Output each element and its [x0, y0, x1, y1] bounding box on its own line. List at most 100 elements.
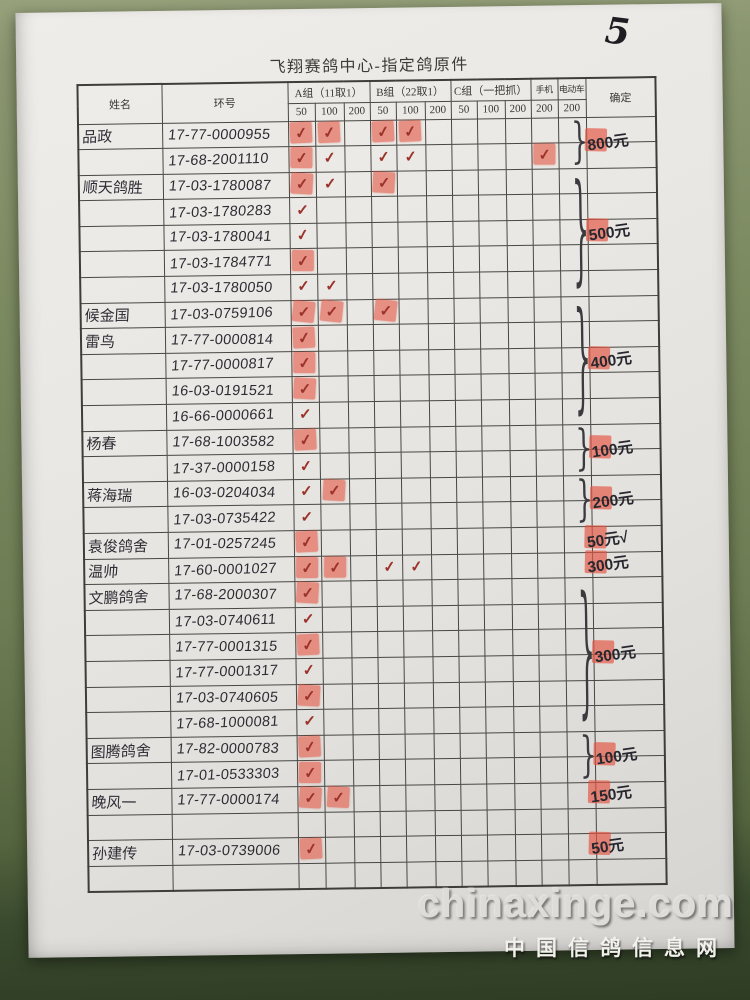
check-cell-b100: ✓ [395, 119, 426, 146]
check-cell-a100 [324, 811, 354, 838]
check-cell-b200 [434, 784, 461, 811]
check-cell-phone: ✓ [531, 143, 559, 169]
name-cell: 温帅 [84, 557, 169, 585]
check-cell-a100 [322, 632, 352, 659]
check-cell-a50: ✓ [295, 658, 323, 685]
check-cell-a50: ✓ [294, 581, 322, 608]
check-cell-c100 [480, 348, 509, 375]
check-cell-a200 [353, 810, 380, 837]
red-stamp-check-icon: ✓ [296, 252, 311, 271]
name-cell [79, 199, 164, 227]
form-paper: 5 飞翔赛鸽中心-指定鸽原件 姓名 环号 A组（11取1） B组（22取1） C… [15, 3, 735, 958]
check-cell-c50 [457, 553, 484, 580]
name-cell: 候金国 [80, 302, 165, 329]
check-cell-b200 [426, 246, 454, 273]
red-stamp-check-icon: ✓ [300, 559, 315, 578]
check-cell-b200 [429, 477, 457, 504]
check-cell-a200 [346, 324, 374, 351]
check-cell-a50: ✓ [291, 376, 319, 403]
check-cell-phone [540, 833, 569, 860]
check-cell-phone [534, 373, 562, 400]
check-cell-phone [539, 731, 567, 758]
ring-number-cell: 17-77-0000174 [171, 786, 298, 814]
red-stamp-check-icon: ✓ [294, 149, 310, 168]
check-cell-a200 [347, 401, 375, 428]
check-cell-a100 [316, 222, 346, 249]
check-cell-b50 [379, 785, 406, 811]
confirm-cell [595, 832, 667, 860]
check-cell-b50 [373, 375, 400, 402]
confirm-cell [590, 448, 661, 476]
check-cell-a50: ✓ [296, 709, 324, 736]
check-cell-c200 [511, 552, 538, 579]
check-cell-b50 [373, 349, 400, 376]
check-cell-c200 [511, 578, 538, 605]
check-cell-a50: ✓ [291, 402, 320, 429]
ring-number-cell: 17-03-0735422 [167, 505, 294, 533]
check-cell-c100 [484, 629, 513, 656]
check-cell-ebike [566, 705, 595, 732]
check-cell-c50 [452, 195, 479, 222]
red-stamp-check-icon: ✓ [301, 585, 315, 603]
confirm-cell [588, 320, 660, 348]
check-cell-ebike [567, 782, 596, 809]
check-cell-ebike [563, 526, 593, 553]
check-cell-c50 [450, 118, 478, 145]
check-cell-b100 [405, 784, 435, 811]
check-cell-a50: ✓ [293, 530, 322, 557]
check-cell-b100 [403, 631, 433, 658]
ring-number-cell: 17-68-2001110 [162, 146, 289, 175]
check-cell-b100 [404, 733, 434, 760]
red-stamp-check-icon: ✓ [298, 431, 314, 450]
check-cell-b200 [426, 221, 453, 248]
ring-number-cell: 17-03-1780087 [162, 172, 290, 200]
check-cell-c200 [508, 399, 536, 426]
check-cell-a200 [351, 631, 378, 658]
name-cell [83, 506, 168, 534]
check-mark-icon: ✓ [302, 610, 315, 629]
check-cell-c50 [453, 297, 480, 324]
name-cell [82, 455, 167, 483]
check-cell-a100 [323, 708, 353, 735]
name-cell: 蒋海瑞 [82, 481, 168, 508]
check-cell-c100 [477, 143, 506, 170]
check-cell-phone [537, 603, 566, 630]
ring-number-cell: 17-03-0739006 [171, 837, 299, 866]
check-cell-a50: ✓ [290, 274, 318, 301]
tier-c-100: 100 [476, 100, 505, 119]
watermark-site: chinaxinge.com [417, 882, 734, 926]
check-cell-a100 [320, 529, 351, 556]
check-cell-b100 [400, 477, 431, 504]
tier-c-200: 200 [504, 99, 531, 119]
check-cell-c100 [479, 297, 508, 324]
check-mark-icon: ✓ [300, 508, 314, 526]
check-cell-a200 [352, 708, 379, 735]
check-cell-b100 [400, 426, 430, 453]
name-cell [84, 609, 170, 636]
check-cell-c200 [511, 604, 539, 630]
check-cell-a100: ✓ [314, 120, 345, 147]
confirm-cell [593, 679, 665, 706]
confirm-cell [586, 167, 658, 194]
check-cell-a100: ✓ [321, 555, 351, 582]
check-cell-a200 [351, 657, 378, 684]
check-cell-a200 [350, 580, 377, 607]
red-stamp-check-icon: ✓ [297, 303, 311, 321]
check-cell-b50 [374, 426, 401, 453]
ring-number-cell: 17-68-2000307 [168, 581, 295, 610]
check-mark-icon: ✓ [376, 148, 391, 167]
check-cell-a100 [319, 453, 349, 480]
confirm-cell [585, 116, 657, 143]
check-cell-c50 [457, 604, 485, 631]
check-cell-ebike [558, 168, 588, 195]
check-cell-c200 [507, 296, 534, 323]
check-cell-c100 [476, 118, 506, 145]
ring-number-cell [171, 812, 298, 840]
ring-number-cell: 17-77-0000817 [165, 351, 292, 379]
check-cell-a50: ✓ [289, 248, 318, 275]
confirm-cell [593, 653, 664, 681]
check-cell-c50 [455, 425, 482, 452]
check-cell-c100 [478, 220, 507, 247]
check-cell-c200 [510, 527, 538, 554]
check-cell-c50 [460, 783, 487, 810]
